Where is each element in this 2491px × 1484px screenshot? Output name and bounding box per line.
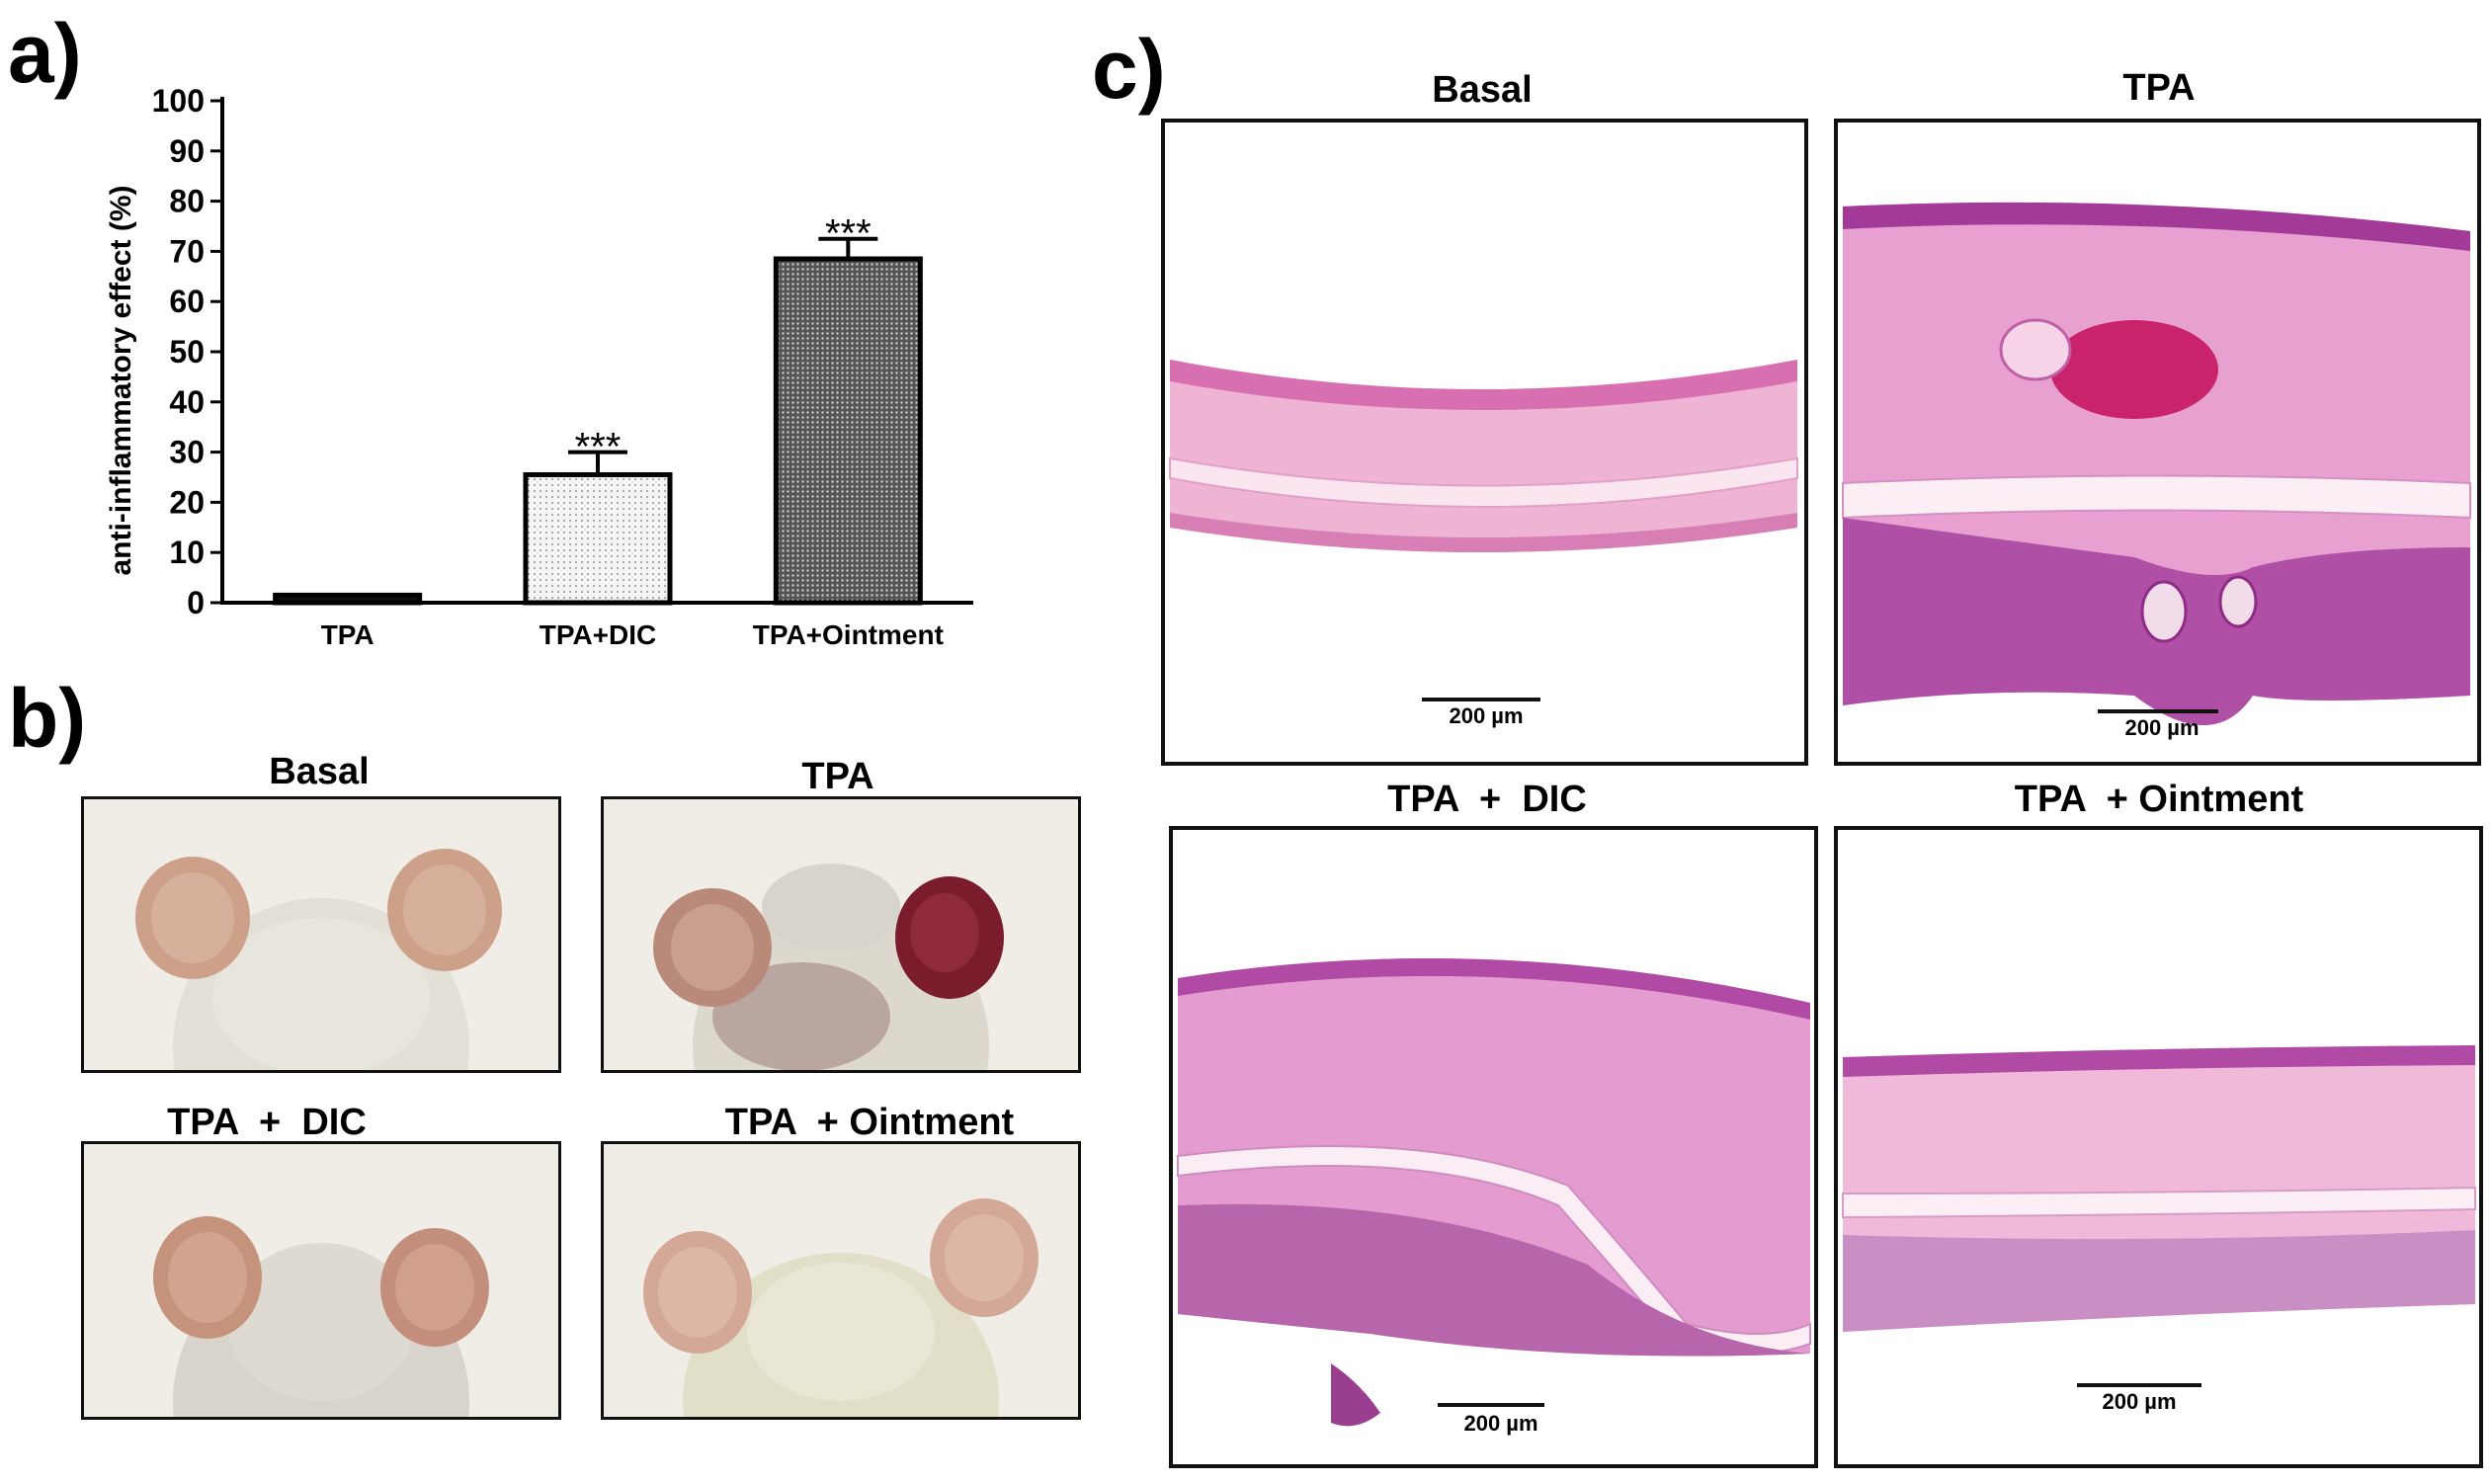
significance-label: *** [825, 212, 872, 256]
photo-tpa-dic [81, 1141, 561, 1420]
y-tick-label: 10 [169, 535, 205, 570]
panel-label-b: b) [8, 672, 87, 765]
scale-label-tpa-dic: 200 µm [1463, 1411, 1538, 1436]
histo-caption-tpa-ointment: TPA + Ointment [2014, 779, 2304, 820]
y-tick-label: 40 [169, 384, 205, 420]
scale-bar-tpa [2098, 709, 2218, 713]
x-tick-label: TPA+Ointment [753, 619, 944, 650]
photo-tpa [601, 796, 1081, 1073]
y-tick-label: 0 [187, 585, 205, 620]
scale-label-tpa: 200 µm [2124, 715, 2200, 740]
y-tick-label: 50 [169, 334, 205, 370]
photo-caption-tpa-dic: TPA + DIC [167, 1102, 367, 1143]
y-tick-label: 20 [169, 484, 205, 520]
histo-caption-tpa: TPA [2122, 67, 2196, 109]
histo-basal: 200 µm [1161, 119, 1808, 766]
scale-bar-tpa-ointment [2077, 1383, 2201, 1387]
y-tick-label: 70 [169, 233, 205, 269]
histo-tpa-dic: 200 µm [1169, 826, 1818, 1468]
panel-label-a: a) [8, 7, 82, 100]
histo-tpa-ointment: 200 µm [1834, 826, 2483, 1468]
histo-caption-basal: Basal [1432, 69, 1533, 111]
y-axis-label: anti-inflammatory effect (%) [105, 185, 137, 575]
y-tick-label: 100 [152, 83, 205, 119]
x-tick-label: TPA+DIC [540, 619, 657, 650]
bar [523, 471, 673, 606]
y-tick-label: 80 [169, 184, 205, 219]
photo-tpa-ointment [601, 1141, 1081, 1420]
photo-caption-tpa-ointment: TPA + Ointment [724, 1102, 1015, 1143]
photo-caption-tpa: TPA [801, 756, 874, 797]
scale-label-tpa-ointment: 200 µm [2102, 1389, 2177, 1414]
scale-bar-basal [1422, 698, 1540, 701]
histo-caption-tpa-dic: TPA + DIC [1387, 779, 1587, 820]
y-tick-label: 60 [169, 284, 205, 319]
bar [773, 256, 923, 606]
bar [273, 592, 423, 606]
scale-bar-tpa-dic [1438, 1403, 1544, 1407]
histo-tpa: 200 µm [1834, 119, 2481, 766]
y-tick-label: 30 [169, 435, 205, 470]
panel-label-c: c) [1092, 23, 1166, 116]
significance-label: *** [575, 426, 622, 469]
photo-basal [81, 796, 561, 1073]
photo-caption-basal: Basal [269, 751, 370, 792]
scale-label-basal: 200 µm [1449, 703, 1524, 728]
x-tick-label: TPA [321, 619, 374, 650]
y-tick-label: 90 [169, 133, 205, 169]
bar-chart: 0 10 20 30 40 50 60 70 80 90 100 TPA *** TPA+DIC *** TP… [105, 83, 973, 650]
